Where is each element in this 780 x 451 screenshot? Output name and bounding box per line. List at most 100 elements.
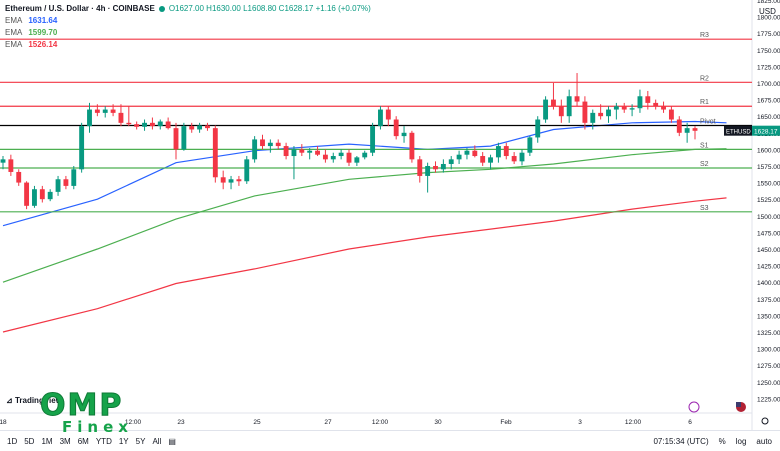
candle-body	[149, 122, 155, 127]
price-axis	[752, 0, 780, 430]
candle-body	[480, 156, 486, 163]
candle-body	[275, 142, 281, 147]
ema-slow-line	[2, 197, 727, 333]
y-tick-label: 1450.00	[757, 247, 780, 254]
ema-row-2[interactable]: EMA 1599.70	[5, 27, 371, 39]
candle-body	[551, 99, 556, 107]
ema-mid-line	[2, 148, 727, 283]
y-tick-label: 1600.00	[757, 147, 780, 154]
candle-body	[385, 109, 391, 120]
range-5d[interactable]: 5D	[24, 436, 35, 446]
symbol-title[interactable]: Ethereum / U.S. Dollar · 4h · COINBASE	[5, 4, 155, 13]
candle-body	[87, 109, 92, 127]
candle-body	[236, 179, 242, 182]
date-range-icon[interactable]: ▤	[168, 436, 176, 446]
x-tick-label: 30	[434, 419, 442, 426]
candle-body	[63, 179, 69, 186]
candle-body	[653, 102, 659, 107]
y-tick-label: 1350.00	[757, 313, 780, 320]
candle-body	[488, 157, 493, 163]
candle-body	[378, 109, 383, 127]
candle-body	[621, 106, 627, 110]
y-tick-label: 1550.00	[757, 181, 780, 188]
price-tag	[752, 125, 780, 136]
candle-body	[346, 152, 352, 163]
range-ytd[interactable]: YTD	[95, 436, 112, 446]
range-3m[interactable]: 3M	[59, 436, 71, 446]
market-status-icon	[158, 6, 165, 12]
y-tick-label: 1325.00	[757, 330, 780, 337]
x-tick-label: 6	[688, 419, 692, 426]
candle-body	[692, 128, 698, 131]
x-tick-label: 25	[253, 419, 261, 426]
clock-time[interactable]: 07:15:34 (UTC)	[653, 436, 709, 446]
candle-body	[393, 119, 399, 137]
candle-body	[32, 189, 37, 206]
candle-body	[440, 163, 446, 170]
candle-body	[433, 165, 438, 170]
candle-body	[8, 159, 14, 172]
candle-body	[645, 96, 651, 103]
x-tick-label: 12:00	[372, 419, 389, 426]
candle-body	[409, 132, 415, 160]
range-selector: 1D 5D 1M 3M 6M YTD 1Y 5Y All ▤	[7, 437, 176, 446]
candle-body	[676, 119, 682, 133]
tradingview-logo[interactable]: ⊿ TradingView	[6, 396, 62, 405]
symbol-tag	[724, 125, 752, 136]
range-6m[interactable]: 6M	[77, 436, 89, 446]
candle-body	[0, 159, 6, 163]
candle-body	[582, 101, 588, 123]
candle-body	[244, 159, 250, 182]
ema-row-1[interactable]: EMA 1631.64	[5, 15, 371, 27]
level-label-s3: S3	[700, 205, 709, 212]
y-tick-label: 1425.00	[757, 264, 780, 271]
candle-body	[110, 109, 116, 113]
x-tick-label: Feb	[500, 419, 512, 426]
range-5y[interactable]: 5Y	[135, 436, 146, 446]
candle-body	[47, 191, 53, 200]
candle-body	[157, 121, 163, 127]
candle-body	[181, 126, 187, 150]
y-tick-label: 1725.00	[757, 64, 780, 71]
candle-body	[503, 146, 509, 157]
y-tick-label: 1475.00	[757, 230, 780, 237]
candle-body	[519, 152, 525, 162]
candle-body	[543, 99, 549, 120]
candle-body	[370, 126, 376, 153]
candle-body	[456, 154, 462, 160]
y-tick-label: 1500.00	[757, 214, 780, 221]
ema-value-1: 1631.64	[28, 16, 58, 25]
candle-body	[197, 125, 203, 130]
y-tick-label: 1375.00	[757, 297, 780, 304]
price-chart[interactable]: 1825.00 1800.00 1775.00 1750.00 1725.00 1700.…	[0, 0, 780, 430]
range-1m[interactable]: 1M	[41, 436, 53, 446]
candle-body	[574, 96, 580, 102]
range-all[interactable]: All	[152, 436, 162, 446]
y-tick-label: 1650.00	[757, 114, 780, 121]
candle-body	[118, 112, 124, 123]
x-tick-label: 12:00	[125, 419, 142, 426]
finex-logo: Finex	[62, 418, 133, 436]
symbol-tag-label: ETHUSD	[726, 130, 751, 136]
candle-body	[220, 177, 226, 183]
level-label-r2: R2	[700, 75, 709, 82]
range-1y[interactable]: 1Y	[118, 436, 129, 446]
candle-body	[260, 139, 265, 147]
level-label-s2: S2	[700, 161, 709, 168]
candle-body	[637, 96, 643, 109]
y-tick-label: 1675.00	[757, 98, 780, 105]
log-toggle[interactable]: log	[735, 436, 747, 446]
auto-toggle[interactable]: auto	[756, 436, 772, 446]
candle-body	[362, 152, 368, 158]
ema-row-3[interactable]: EMA 1526.14	[5, 39, 371, 51]
candle-body	[228, 179, 234, 183]
candle-body	[102, 109, 108, 113]
chart-area[interactable]: 1825.00 1800.00 1775.00 1750.00 1725.00 1700.…	[0, 0, 780, 430]
y-tick-label: 1225.00	[757, 396, 780, 403]
candle-body	[590, 112, 596, 123]
percent-toggle[interactable]: %	[718, 436, 726, 446]
range-1d[interactable]: 1D	[7, 436, 18, 446]
candle-body	[613, 106, 619, 110]
candle-body	[71, 169, 77, 186]
y-tick-label: 1800.00	[757, 15, 780, 22]
